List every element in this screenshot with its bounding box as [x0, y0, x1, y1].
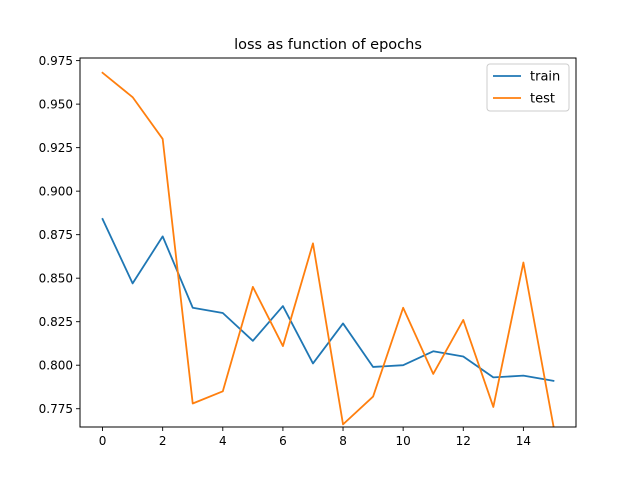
- y-tick-label: 0.925: [39, 141, 73, 155]
- x-tick-label: 14: [516, 434, 531, 448]
- chart-title: loss as function of epochs: [234, 37, 422, 53]
- legend-label-train: train: [530, 70, 560, 85]
- legend-label-test: test: [530, 92, 555, 107]
- y-tick-label: 0.900: [39, 185, 73, 199]
- x-tick-label: 2: [159, 434, 167, 448]
- x-tick-label: 10: [396, 434, 411, 448]
- y-tick-label: 0.950: [39, 98, 73, 112]
- y-tick-label: 0.850: [39, 272, 73, 286]
- x-tick-label: 8: [339, 434, 347, 448]
- legend: train test: [486, 63, 570, 112]
- y-axis-ticks: 0.775 0.800 0.825 0.850 0.875 0.900 0.925 0.950…: [39, 54, 80, 416]
- x-axis-ticks: 0 2 4 6 8 10 12 14: [99, 427, 531, 448]
- x-tick-label: 4: [219, 434, 227, 448]
- y-tick-label: 0.825: [39, 315, 73, 329]
- y-tick-label: 0.975: [39, 54, 73, 68]
- series-lines: [101, 71, 555, 428]
- x-tick-label: 12: [456, 434, 471, 448]
- series-line-test: [101, 71, 555, 428]
- plot-area-frame: [79, 57, 577, 428]
- y-tick-label: 0.875: [39, 228, 73, 242]
- y-tick-label: 0.800: [39, 359, 73, 373]
- x-tick-label: 0: [99, 434, 107, 448]
- y-tick-label: 0.775: [39, 402, 73, 416]
- x-tick-label: 6: [279, 434, 287, 448]
